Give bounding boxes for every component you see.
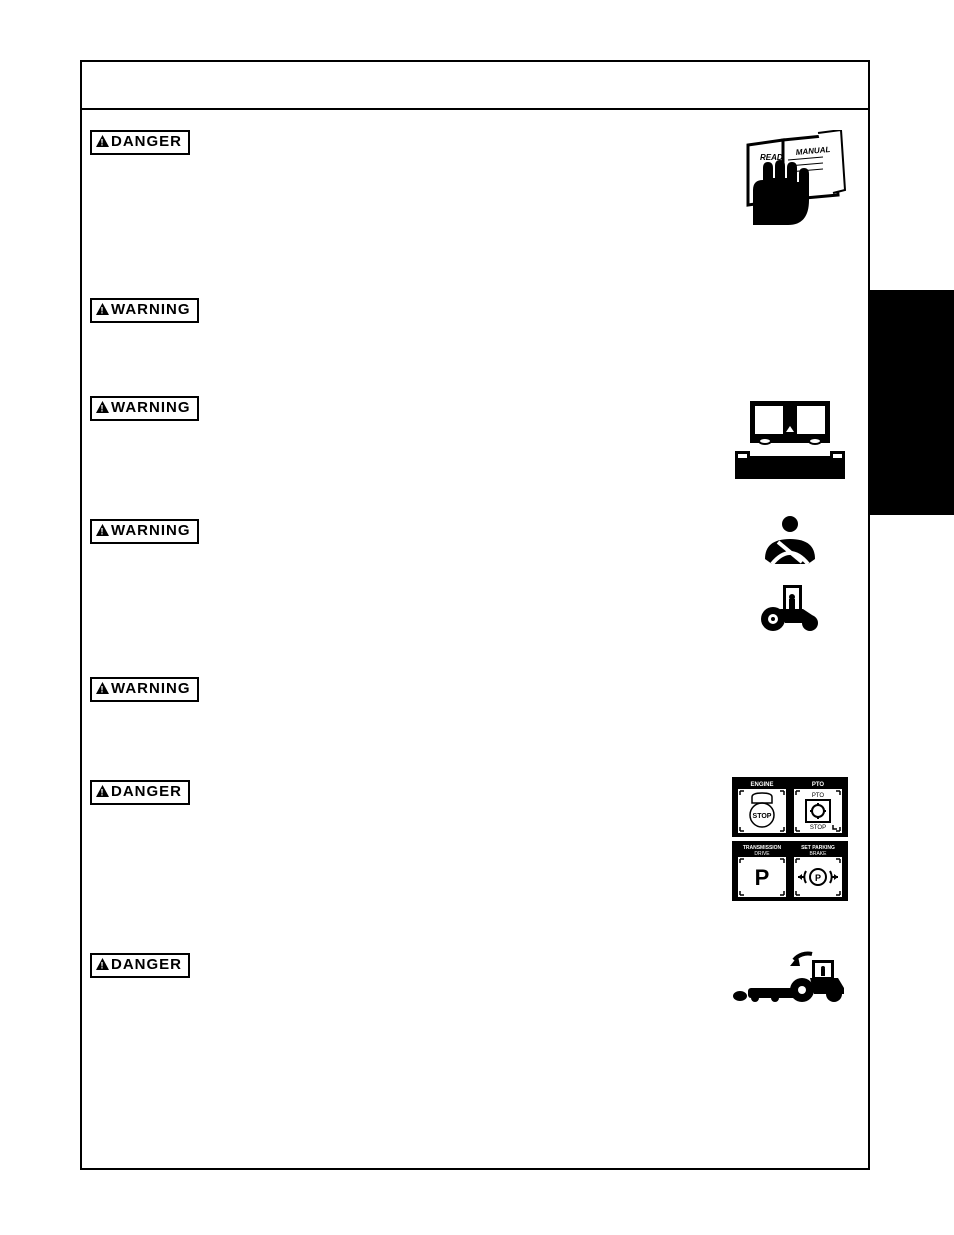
safety-block: ! WARNING [90,677,860,752]
svg-text:P: P [815,873,821,883]
safety-block: ! DANGER [90,953,860,1043]
section-tab [869,290,954,515]
alert-triangle-icon: ! [96,303,109,315]
label-text: WARNING [111,522,191,539]
label-text: DANGER [111,783,182,800]
alert-triangle-icon: ! [96,958,109,970]
svg-text:STOP: STOP [753,813,772,820]
svg-text:BRAKE: BRAKE [810,851,828,857]
label-text: WARNING [111,680,191,697]
alert-triangle-icon: ! [96,524,109,536]
warning-label: ! WARNING [90,298,199,323]
label-text: WARNING [111,399,191,416]
safety-block: ! DANGER READ MANUAL [90,130,860,270]
svg-text:PTO: PTO [812,782,825,788]
svg-text:ENGINE: ENGINE [750,782,773,788]
label-text: DANGER [111,133,182,150]
svg-text:!: ! [101,527,105,537]
mower-rollover-icon [730,948,850,1008]
warning-label: ! WARNING [90,519,199,544]
safety-block: ! WARNING [90,396,860,491]
svg-text:!: ! [101,404,105,414]
safety-block: ! WARNING [90,298,860,368]
content-area: ! DANGER READ MANUAL [90,130,860,1071]
svg-text:!: ! [101,685,105,695]
svg-text:DRIVE: DRIVE [754,851,770,857]
danger-label: ! DANGER [90,130,190,155]
safety-block: ! WARNING [90,519,860,649]
svg-text:PTO: PTO [812,793,825,799]
read-manual-icon: READ MANUAL [730,130,850,235]
safety-block: !DANGER ENGINE PTO S [90,780,860,925]
alert-triangle-icon: ! [96,401,109,413]
tractor-rops-icon [730,577,850,637]
label-text: DANGER [111,956,182,973]
danger-label: ! DANGER [90,953,190,978]
danger-label: ! DANGER [90,780,190,805]
svg-text:!: ! [101,138,105,148]
warning-label: ! WARNING [90,677,199,702]
alert-triangle-icon: ! [96,135,109,147]
svg-text:P: P [755,865,770,890]
svg-text:STOP: STOP [810,825,826,831]
shutdown-panel-icon: ENGINE PTO STOP PTO [730,775,850,910]
svg-text:!: ! [101,306,105,316]
warning-label: ! WARNING [90,396,199,421]
alert-triangle-icon: ! [96,785,109,797]
svg-text:!: ! [101,961,105,971]
seatbelt-icon [730,514,850,574]
tractor-cab-icon [730,396,850,486]
label-text: WARNING [111,301,191,318]
svg-text:!: ! [101,788,105,798]
alert-triangle-icon: ! [96,682,109,694]
